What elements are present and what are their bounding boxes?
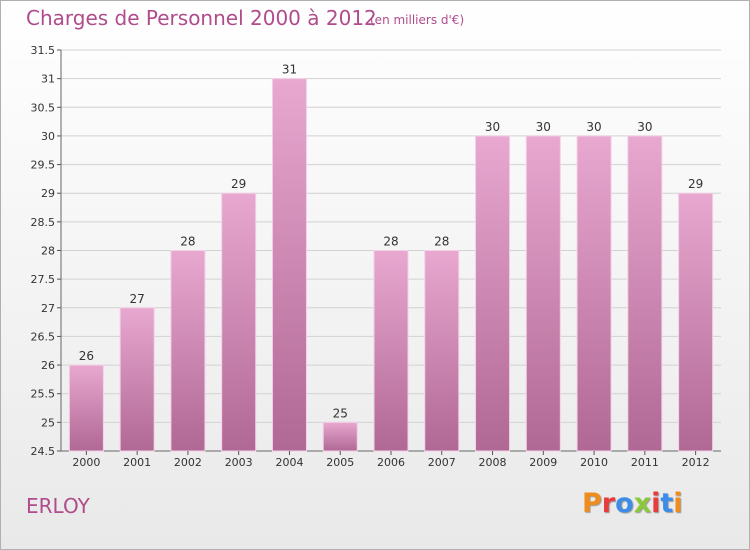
logo-letter: t [660,488,674,519]
proxiti-logo[interactable]: Proxiti [582,488,683,519]
y-tick-label: 27 [41,302,55,315]
y-tick-label: 30.5 [31,101,56,114]
bar-2001 [119,307,155,452]
bar-2003 [221,192,257,452]
bar-2010 [576,135,612,452]
data-label: 29 [231,177,246,191]
logo-letter: P [582,488,602,519]
bar-2006 [373,250,409,452]
bar-2011 [627,135,663,452]
x-tick-label: 2000 [72,456,100,469]
data-label: 31 [282,63,297,77]
x-tick-label: 2004 [275,456,303,469]
y-tick-labels: 24.5 25 25.5 26 26.5 27 27.5 28 28.5 29 29.5 30 30.5… [31,44,56,458]
bar-2012 [678,192,714,452]
chart-subtitle: (en milliers d'€) [370,13,465,27]
y-tick-label: 28 [41,245,55,258]
logo-letter: o [615,488,634,519]
logo-letter: r [601,488,616,519]
x-tick-label: 2010 [580,456,608,469]
logo-letter: i [673,488,683,519]
chart-title: Charges de Personnel 2000 à 2012 [26,6,377,30]
x-tick-label: 2002 [174,456,202,469]
y-tick-label: 24.5 [31,445,56,458]
bar-2004 [271,78,307,452]
data-label: 28 [180,235,195,249]
bar-2009 [525,135,561,452]
y-tick-label: 25.5 [31,388,56,401]
x-tick-label: 2012 [682,456,710,469]
data-label: 28 [434,235,449,249]
x-tick-label: 2005 [326,456,354,469]
x-tick-label: 2009 [529,456,557,469]
y-tick-label: 31 [41,73,55,86]
data-label: 30 [485,120,500,134]
x-tick-label: 2001 [123,456,151,469]
x-tick-label: 2006 [377,456,405,469]
x-tick-label: 2011 [631,456,659,469]
data-label: 27 [130,292,145,306]
logo-letter: x [633,488,652,519]
data-label: 26 [79,349,94,363]
town-name: ERLOY [26,494,90,518]
y-tick-label: 30 [41,130,55,143]
y-tick-label: 29 [41,187,55,200]
y-tick-label: 26 [41,359,55,372]
data-label: 28 [383,235,398,249]
bar-2008 [475,135,511,452]
bar-2002 [170,250,206,452]
bars [68,78,714,455]
y-tick-label: 31.5 [31,44,56,57]
y-tick-label: 27.5 [31,273,56,286]
y-tick-label: 29.5 [31,159,56,172]
data-label: 30 [586,120,601,134]
x-tick-label: 2003 [225,456,253,469]
y-tick-label: 26.5 [31,330,56,343]
x-tick-labels: 2000 2001 2002 2003 2004 2005 2006 2007 2008 2009… [72,456,709,469]
logo-letter: i [651,488,661,519]
bar-2005 [322,421,358,452]
data-label: 29 [688,177,703,191]
bar-2000 [68,364,104,452]
x-tick-label: 2007 [428,456,456,469]
data-label: 25 [333,406,348,420]
bar-2007 [424,250,460,452]
x-tick-label: 2008 [479,456,507,469]
y-tick-label: 28.5 [31,216,56,229]
data-label: 30 [536,120,551,134]
data-label: 30 [637,120,652,134]
data-labels: 26 27 28 29 31 25 28 28 30 30 30 30 29 [79,63,704,421]
y-tick-label: 25 [41,416,55,429]
